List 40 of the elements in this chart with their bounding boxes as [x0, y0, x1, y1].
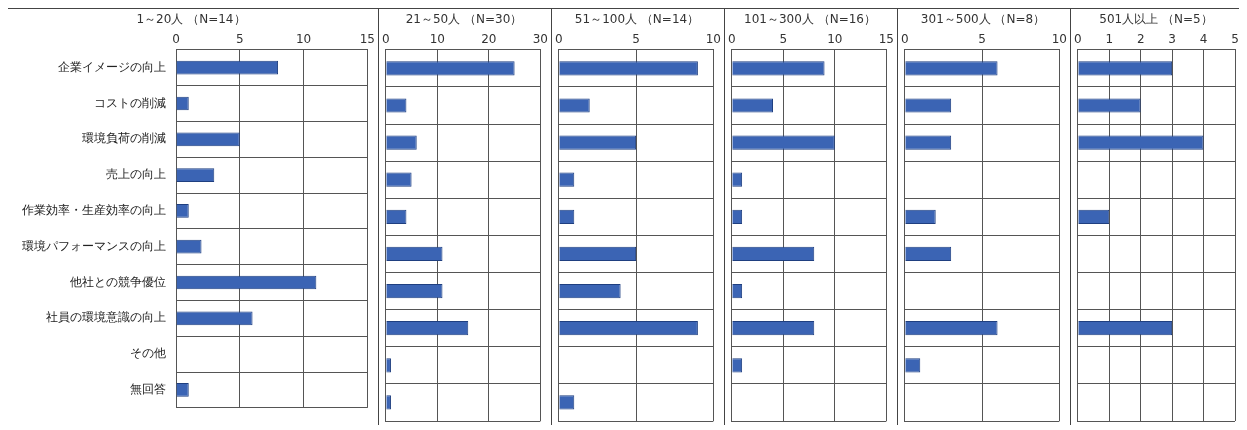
x-tick-label: 15 [359, 31, 376, 46]
x-tick-label: 10 [295, 31, 312, 46]
y-tick-label: 環境負荷の削減 [82, 131, 166, 146]
chart-title: 1～20人 （N=14） [136, 12, 246, 27]
chart-title: 21～50人 （N=30） [405, 12, 523, 27]
x-tick-label: 10 [429, 31, 445, 46]
x-tick-label: 10 [1051, 31, 1068, 46]
x-tick-label: 1 [1105, 31, 1114, 46]
y-tick-label: 環境パフォーマンスの向上 [22, 238, 166, 253]
chart-title: 501人以上 （N=5） [1099, 12, 1213, 27]
chart-title: 101～300人 （N=16） [744, 12, 876, 27]
x-tick-label: 2 [1136, 31, 1145, 46]
y-tick-label: 企業イメージの向上 [58, 59, 166, 74]
x-tick-label: 10 [827, 31, 843, 46]
x-tick-label: 3 [1168, 31, 1176, 46]
x-tick-label: 4 [1199, 31, 1208, 46]
x-tick-label: 30 [532, 31, 549, 46]
chart-title: 51～100人 （N=14） [574, 12, 700, 27]
x-tick-label: 10 [705, 31, 722, 46]
x-tick-label: 0 [901, 31, 909, 46]
x-tick-label: 0 [555, 31, 563, 46]
x-tick-label: 5 [632, 31, 640, 46]
x-tick-label: 20 [481, 31, 497, 46]
y-tick-label: 無回答 [130, 382, 166, 397]
chart-title: 301～500人 （N=8） [920, 12, 1046, 27]
x-tick-label: 5 [978, 31, 986, 46]
y-tick-label: 売上の向上 [106, 167, 166, 182]
x-tick-label: 0 [382, 31, 390, 46]
x-tick-label: 5 [779, 31, 788, 46]
x-tick-label: 0 [1074, 31, 1082, 46]
y-tick-label: 作業効率・生産効率の向上 [21, 203, 166, 218]
x-tick-label: 0 [172, 31, 180, 46]
x-tick-label: 5 [235, 31, 244, 46]
x-tick-label: 0 [728, 31, 736, 46]
y-tick-label: コストの削減 [94, 95, 166, 110]
y-tick-label: その他 [130, 346, 166, 361]
y-tick-label: 社員の環境意識の向上 [46, 310, 166, 325]
x-tick-label: 5 [1231, 31, 1239, 46]
y-tick-label: 他社との競争優位 [70, 274, 166, 289]
x-tick-label: 15 [878, 31, 895, 46]
